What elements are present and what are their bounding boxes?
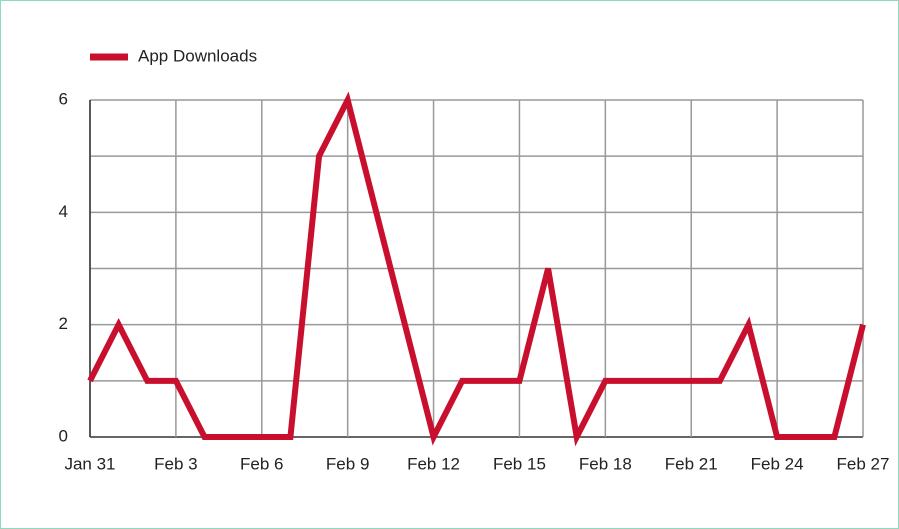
legend-label: App Downloads (138, 46, 257, 65)
y-tick-label: 2 (59, 314, 68, 333)
x-tick-label: Feb 21 (665, 454, 718, 473)
x-tick-label: Feb 27 (837, 454, 890, 473)
y-tick-label: 6 (59, 89, 68, 108)
line-series (87, 91, 866, 447)
x-tick-label: Feb 9 (326, 454, 369, 473)
x-tick-label: Feb 6 (240, 454, 283, 473)
x-tick-label: Feb 24 (751, 454, 804, 473)
x-tick-label: Feb 3 (154, 454, 197, 473)
y-tick-label: 0 (59, 426, 68, 445)
y-tick-label: 4 (59, 202, 68, 221)
x-tick-label: Feb 18 (579, 454, 632, 473)
x-tick-label: Feb 15 (493, 454, 546, 473)
x-tick-label: Feb 12 (407, 454, 460, 473)
x-tick-label: Jan 31 (64, 454, 115, 473)
